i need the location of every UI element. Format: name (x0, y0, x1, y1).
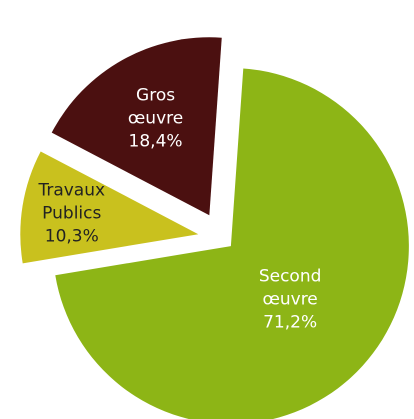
slice-label: Gros œuvre 18,4% (108, 84, 204, 153)
pie-slice (20, 151, 199, 264)
category-label: Travaux Publics (38, 180, 106, 224)
slice-label: Second œuvre 71,2% (242, 265, 338, 334)
value-label: 18,4% (128, 131, 183, 152)
slice-label: Travaux Publics 10,3% (24, 179, 120, 248)
category-label: Second œuvre (258, 266, 322, 310)
category-label: Gros œuvre (127, 85, 184, 129)
value-label: 10,3% (44, 226, 99, 247)
value-label: 71,2% (263, 312, 318, 333)
pie-slice (51, 37, 222, 216)
pie-slice (55, 68, 409, 419)
